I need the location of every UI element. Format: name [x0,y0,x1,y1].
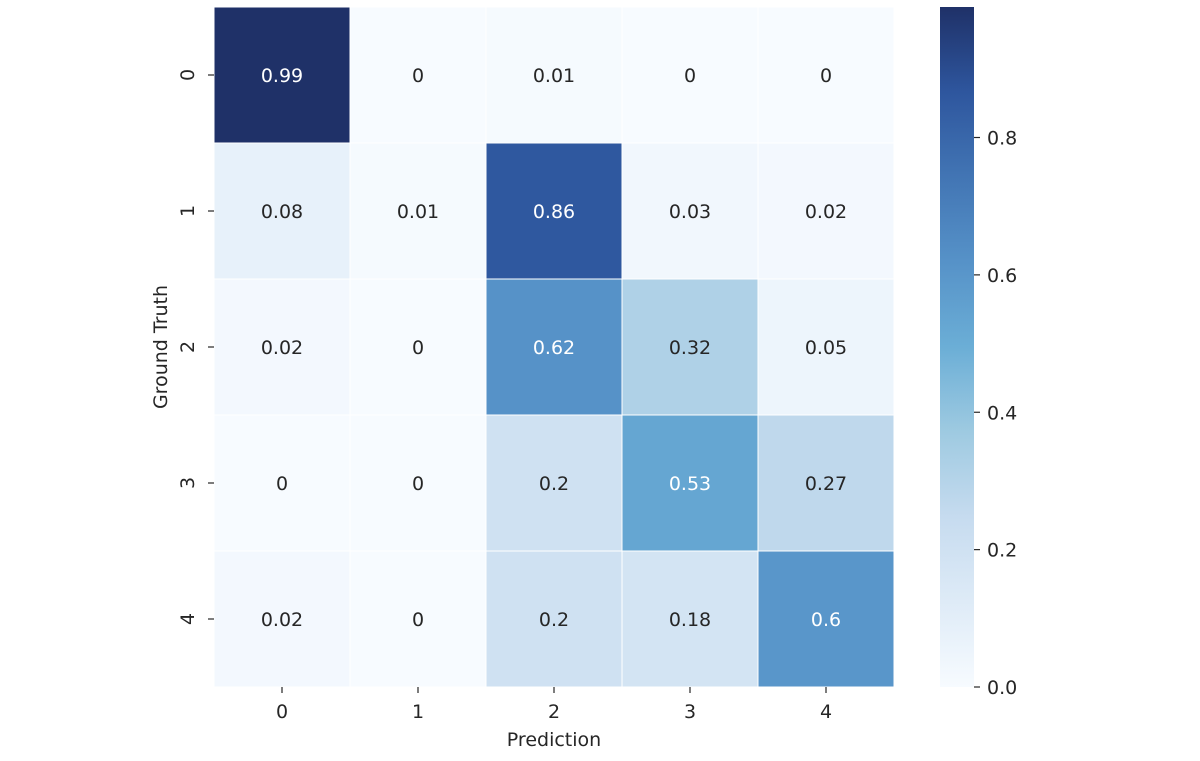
heatmap-cell-labels: 0.99 0 0.01 0 0 0.08 0.01 0.86 0.03 0.02 0.02 0 0.62… [261,65,847,631]
heatmap-cell-label-r2-c4: 0.05 [805,337,847,359]
colorbar-tick-label-1: 0.2 [987,540,1017,562]
x-tick-label-3: 3 [684,701,696,723]
heatmap-cell-label-r3-c1: 0 [412,473,424,495]
x-tick-label-0: 0 [276,701,288,723]
heatmap-cell-r3-c3 [621,414,759,552]
heatmap-cell-r0-c2 [485,6,623,144]
colorbar-tick-label-0: 0.0 [987,677,1017,699]
heatmap-cell-label-r1-c3: 0.03 [669,201,711,223]
colorbar-tick-label-2: 0.4 [987,402,1017,424]
heatmap-cell-label-r1-c0: 0.08 [261,201,303,223]
heatmap-cell-label-r0-c4: 0 [820,65,832,87]
colorbar-tick-label-3: 0.6 [987,265,1017,287]
heatmap-cell-label-r0-c0: 0.99 [261,65,303,87]
heatmap-cell-r2-c2 [485,278,623,416]
heatmap-cell-r2-c1 [349,278,487,416]
heatmap-cell-r1-c2 [485,142,623,280]
heatmap-cell-label-r3-c3: 0.53 [669,473,711,495]
x-axis: 0 1 2 3 4 [276,687,832,723]
y-tick-label-1: 1 [177,205,199,217]
y-tick-label-2: 2 [177,341,199,353]
heatmap-cell-label-r0-c2: 0.01 [533,65,575,87]
heatmap-cell-r3-c4 [757,414,895,552]
heatmap-cell-r0-c1 [349,6,487,144]
x-axis-label: Prediction [507,729,601,751]
heatmap-cell-label-r4-c2: 0.2 [539,609,569,631]
heatmap-cell-r2-c3 [621,278,759,416]
heatmap-cell-label-r2-c0: 0.02 [261,337,303,359]
heatmap-cell-r1-c4 [757,142,895,280]
heatmap-cell-label-r1-c4: 0.02 [805,201,847,223]
heatmap-cell-r4-c2 [485,550,623,688]
heatmap-cell-r3-c2 [485,414,623,552]
heatmap-cell-label-r3-c4: 0.27 [805,473,847,495]
heatmap-cell-label-r2-c1: 0 [412,337,424,359]
heatmap-cell-r1-c0 [213,142,351,280]
heatmap-cell-label-r3-c0: 0 [276,473,288,495]
heatmap-cell-r4-c1 [349,550,487,688]
heatmap-cell-label-r4-c4: 0.6 [811,609,841,631]
heatmap-cell-label-r1-c1: 0.01 [397,201,439,223]
y-axis: 0 1 2 3 4 [177,69,214,625]
x-tick-label-4: 4 [820,701,832,723]
heatmap-cell-label-r0-c3: 0 [684,65,696,87]
heatmap-cells [213,6,895,688]
heatmap-cell-label-r3-c2: 0.2 [539,473,569,495]
y-axis-label: Ground Truth [150,285,172,409]
colorbar-gradient [940,7,974,687]
heatmap-cell-r0-c3 [621,6,759,144]
heatmap-cell-r0-c0 [213,6,351,144]
heatmap-cell-r4-c4 [757,550,895,688]
heatmap-cell-label-r1-c2: 0.86 [533,201,575,223]
y-tick-label-0: 0 [177,69,199,81]
heatmap-cell-r3-c1 [349,414,487,552]
heatmap-cell-r4-c0 [213,550,351,688]
heatmap-cell-label-r0-c1: 0 [412,65,424,87]
heatmap-cell-r2-c4 [757,278,895,416]
heatmap-cell-label-r4-c1: 0 [412,609,424,631]
heatmap-cell-label-r4-c0: 0.02 [261,609,303,631]
x-tick-label-2: 2 [548,701,560,723]
colorbar: 0.0 0.2 0.4 0.6 0.8 [940,7,1017,699]
heatmap-cell-label-r4-c3: 0.18 [669,609,711,631]
heatmap-cell-label-r2-c2: 0.62 [533,337,575,359]
y-tick-label-3: 3 [177,477,199,489]
y-tick-label-4: 4 [177,613,199,625]
heatmap-cell-r0-c4 [757,6,895,144]
x-tick-label-1: 1 [412,701,424,723]
colorbar-tick-label-4: 0.8 [987,128,1017,150]
heatmap-cell-label-r2-c3: 0.32 [669,337,711,359]
